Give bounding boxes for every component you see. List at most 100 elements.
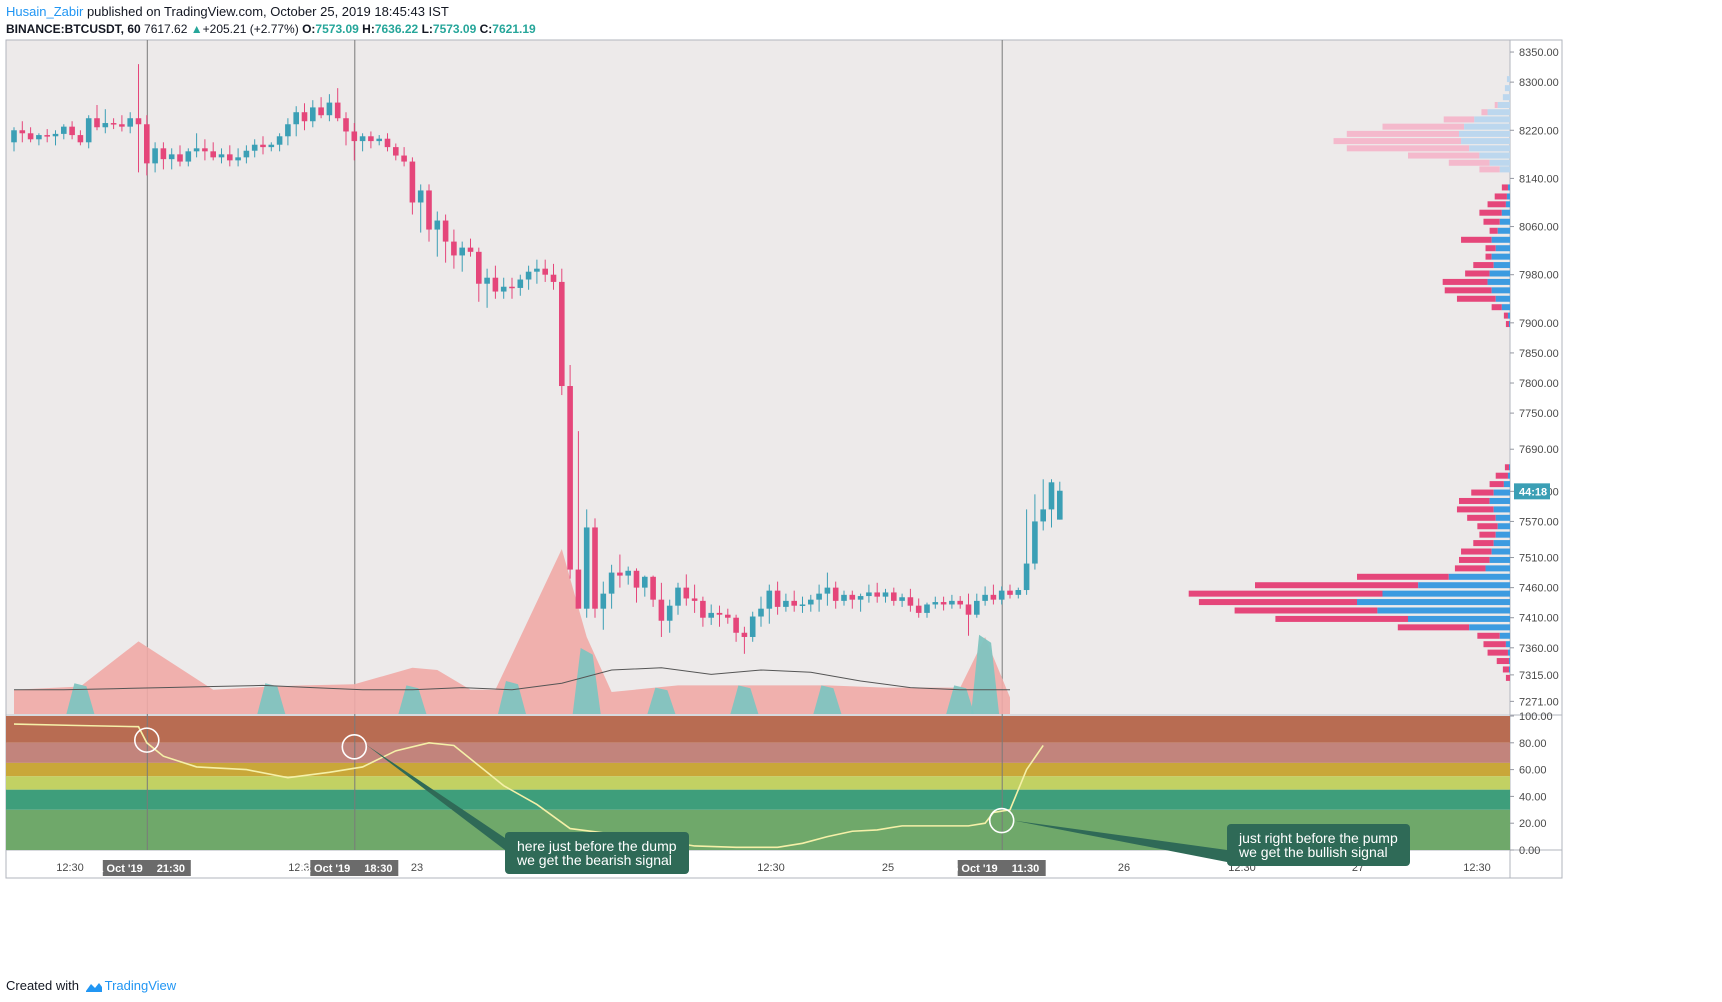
candle-body-99 xyxy=(832,587,839,601)
candle-body-30 xyxy=(260,144,266,148)
volume-ma-line xyxy=(14,667,1010,691)
candle-body-89 xyxy=(749,616,756,637)
time-label-6: 12:30 xyxy=(757,862,785,874)
profile-down-14 xyxy=(1494,193,1507,200)
candle-body-20 xyxy=(177,154,183,162)
candle-body-74 xyxy=(625,570,631,576)
candle-3 xyxy=(36,133,42,146)
price-label-9: 7750.00 xyxy=(1519,408,1559,420)
profile-up-17 xyxy=(1499,218,1510,225)
candle-57 xyxy=(484,268,490,308)
crosshair-badge-2 xyxy=(957,860,1046,876)
candle-78 xyxy=(658,582,665,637)
candle-body-3 xyxy=(36,135,42,140)
time-label-3: 23 xyxy=(411,862,423,874)
candle-body-18 xyxy=(160,148,167,160)
candle-38 xyxy=(326,94,333,122)
profile-up-36 xyxy=(1495,514,1510,521)
candle-75 xyxy=(633,568,640,603)
profile-down-17 xyxy=(1483,218,1500,225)
price-label-0: 8350.00 xyxy=(1519,47,1559,59)
last-price: 7617.62 xyxy=(144,22,188,36)
profile-down-10 xyxy=(1408,152,1480,159)
candle-73 xyxy=(617,554,623,588)
profile-down-40 xyxy=(1461,548,1492,555)
profile-down-9 xyxy=(1346,145,1470,152)
candle-body-47 xyxy=(401,155,407,162)
volume-up-0 xyxy=(66,683,95,714)
author-link[interactable]: Husain_Zabir xyxy=(6,4,84,19)
candle-body-36 xyxy=(310,107,316,122)
candle-13 xyxy=(119,115,125,132)
candle-body-14 xyxy=(127,118,133,127)
volume-up-5 xyxy=(647,687,676,714)
tradingview-link[interactable]: TradingView xyxy=(104,978,177,993)
candle-body-75 xyxy=(633,570,640,588)
candle-body-94 xyxy=(791,600,797,606)
candle-0 xyxy=(11,127,17,152)
price-label-14: 7460.00 xyxy=(1519,583,1559,595)
candle-body-57 xyxy=(484,277,490,284)
candle-body-6 xyxy=(61,126,67,134)
close-label: C: xyxy=(479,22,493,36)
profile-down-51 xyxy=(1483,641,1506,648)
candle-47 xyxy=(401,147,407,167)
candle-119 xyxy=(998,586,1005,605)
profile-up-13 xyxy=(1507,184,1510,191)
profile-down-3 xyxy=(1494,101,1498,108)
candle-body-119 xyxy=(998,590,1005,600)
candle-body-73 xyxy=(617,572,623,576)
candle-48 xyxy=(409,157,416,215)
profile-down-28 xyxy=(1503,312,1508,319)
candle-108 xyxy=(907,588,914,612)
candle-body-66 xyxy=(559,281,565,387)
candle-31 xyxy=(268,142,275,152)
candle-112 xyxy=(940,596,947,611)
candle-121 xyxy=(1015,587,1022,599)
profile-up-38 xyxy=(1495,531,1510,538)
signal-circle-0 xyxy=(134,727,160,753)
crosshair-badge-1 xyxy=(310,860,399,876)
candle-89 xyxy=(749,611,756,642)
candle-16 xyxy=(144,115,150,176)
candle-24 xyxy=(210,142,216,161)
candle-77 xyxy=(650,575,656,607)
profile-up-5 xyxy=(1474,116,1510,123)
candle-46 xyxy=(393,143,399,161)
candle-body-22 xyxy=(193,148,200,152)
candle-body-55 xyxy=(467,247,474,252)
profile-down-12 xyxy=(1479,166,1500,173)
oscillator-line xyxy=(13,723,1044,849)
candle-body-126 xyxy=(1057,490,1063,520)
profile-up-31 xyxy=(1507,472,1510,479)
candle-124 xyxy=(1040,479,1046,531)
candle-body-71 xyxy=(600,593,607,609)
crosshair-time-2: 11:30 xyxy=(1012,863,1040,875)
profile-up-52 xyxy=(1507,649,1510,656)
candle-body-122 xyxy=(1023,563,1030,591)
profile-down-48 xyxy=(1275,615,1408,622)
profile-down-23 xyxy=(1465,270,1490,277)
candle-82 xyxy=(691,584,698,613)
candle-body-15 xyxy=(135,118,142,125)
candle-20 xyxy=(177,145,183,167)
candle-body-78 xyxy=(658,599,665,621)
candle-70 xyxy=(592,518,598,618)
candle-118 xyxy=(990,584,997,605)
candle-body-82 xyxy=(691,598,698,601)
profile-up-42 xyxy=(1485,565,1510,572)
candle-49 xyxy=(417,184,424,233)
candle-body-86 xyxy=(725,614,731,618)
price-chart[interactable]: 8350.00 8300.00 8220.00 8140.00 8060.00 7980.… xyxy=(0,0,1722,975)
candle-body-1 xyxy=(19,130,26,134)
candle-37 xyxy=(318,97,324,119)
profile-up-33 xyxy=(1493,489,1510,496)
volume-up-8 xyxy=(946,685,975,714)
profile-down-34 xyxy=(1459,497,1490,504)
candle-67 xyxy=(567,364,573,579)
profile-up-3 xyxy=(1497,101,1510,108)
candle-body-24 xyxy=(210,151,216,158)
candle-body-52 xyxy=(442,220,449,242)
candle-body-115 xyxy=(965,604,972,615)
price-label-15: 7410.00 xyxy=(1519,613,1559,625)
